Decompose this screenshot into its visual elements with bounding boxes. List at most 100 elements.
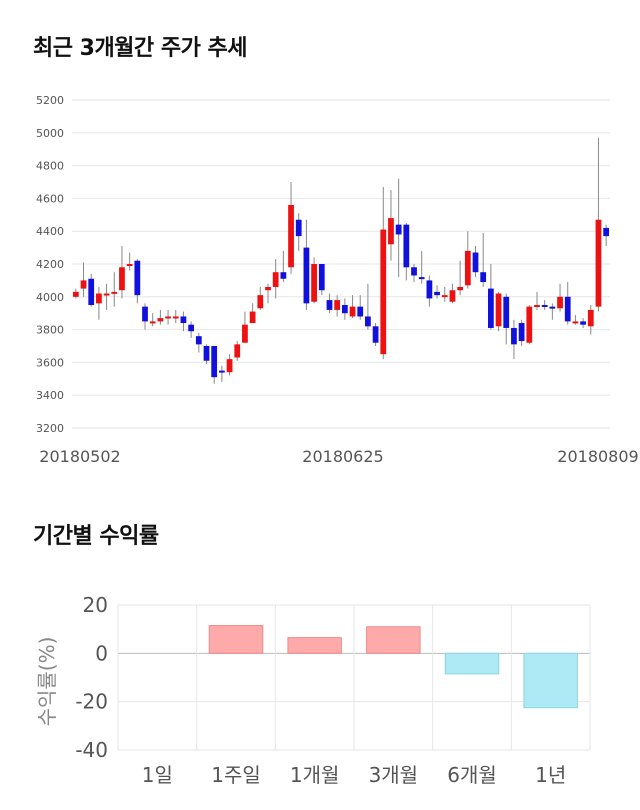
candlestick-chart: 3200 3400 3600 3800 4000 4200 4400 4600 4800 5000… <box>36 94 639 466</box>
returns-x-tick: 1년 <box>535 763 566 787</box>
candle-body <box>149 321 156 324</box>
returns-y-tick: -40 <box>75 738 108 762</box>
price-y-tick: 4200 <box>36 258 64 271</box>
candle-body <box>203 346 210 361</box>
candle-body <box>472 252 479 273</box>
candle-body <box>372 326 379 343</box>
candle-body <box>134 260 141 296</box>
candle-body <box>165 316 171 319</box>
price-y-tick: 4400 <box>36 225 64 238</box>
candle-body <box>487 288 494 328</box>
returns-bar <box>287 637 342 654</box>
returns-x-tick: 1주일 <box>211 763 261 787</box>
candle-body <box>96 293 102 304</box>
candle-body <box>119 267 125 291</box>
returns-x-tick: 6개월 <box>447 763 497 787</box>
returns-y-axis: 20 0 -20 -40 <box>75 593 108 762</box>
candle-body <box>441 295 448 298</box>
candle-body <box>365 316 371 327</box>
candle-body <box>311 264 317 302</box>
candle-body <box>449 290 456 302</box>
returns-x-tick: 1일 <box>142 763 173 787</box>
candle-body <box>188 324 195 332</box>
returns-grid <box>117 604 591 751</box>
candle-body <box>511 327 517 345</box>
returns-x-axis: 1일 1주일 1개월 3개월 6개월 1년 <box>142 763 566 787</box>
candle-body <box>303 247 310 304</box>
returns-bars <box>208 625 578 709</box>
candle-body <box>541 305 548 307</box>
candle-body <box>534 305 540 307</box>
price-y-tick: 4000 <box>36 291 64 304</box>
candle-body <box>495 293 502 327</box>
candle-body <box>380 229 387 355</box>
price-x-tick: 20180809 <box>557 447 638 466</box>
candle-body <box>549 306 556 309</box>
candle-body <box>480 272 487 283</box>
price-y-tick: 5000 <box>36 127 64 140</box>
price-grid <box>72 99 610 429</box>
candle-body <box>242 324 248 343</box>
candle-body <box>526 306 533 343</box>
candle-body <box>111 291 118 294</box>
returns-bar <box>366 626 421 654</box>
price-y-axis: 3200 3400 3600 3800 4000 4200 4400 4600 4800 5000… <box>36 94 64 435</box>
price-x-tick: 20180502 <box>39 447 120 466</box>
candle-body <box>434 291 440 296</box>
candle-body <box>211 346 218 378</box>
returns-x-tick: 3개월 <box>369 763 419 787</box>
candle-body <box>103 293 110 296</box>
candle-body <box>195 336 202 345</box>
returns-y-tick: 0 <box>95 641 108 665</box>
candle-body <box>257 295 264 309</box>
candle-body <box>234 344 241 358</box>
price-y-tick: 3800 <box>36 324 64 337</box>
candle-body <box>580 321 586 325</box>
candle-body <box>180 316 187 324</box>
candle-body <box>411 267 417 276</box>
candle-body <box>295 219 302 237</box>
candle-body <box>418 277 425 280</box>
candle-body <box>226 359 233 373</box>
price-y-tick: 5200 <box>36 94 64 107</box>
candles <box>72 137 610 384</box>
candle-body <box>403 224 410 268</box>
returns-y-tick: -20 <box>75 690 108 714</box>
candle-body <box>280 272 287 279</box>
candle-body <box>349 306 356 317</box>
price-y-tick: 3400 <box>36 389 64 402</box>
candle-body <box>334 300 341 310</box>
candle-body <box>388 218 394 245</box>
candle-body <box>395 224 402 235</box>
price-y-tick: 3600 <box>36 356 64 369</box>
candle-body <box>218 370 225 373</box>
returns-chart-title: 기간별 수익률 <box>33 524 159 549</box>
candle-body <box>572 321 579 324</box>
candle-body <box>272 272 279 287</box>
candle-body <box>457 286 464 291</box>
price-x-tick: 20180625 <box>302 447 383 466</box>
price-y-tick: 3200 <box>36 422 64 435</box>
candle-body <box>80 280 87 289</box>
candle-body <box>142 306 148 322</box>
candle-body <box>172 316 179 319</box>
returns-bar <box>444 652 500 675</box>
returns-bar <box>208 625 264 654</box>
candle-body <box>326 300 333 310</box>
candle-body <box>587 309 594 327</box>
returns-bar <box>523 652 578 709</box>
candle-body <box>157 318 164 322</box>
candle-body <box>341 305 348 314</box>
candle-body <box>426 280 433 299</box>
candle-body <box>88 278 95 305</box>
candle-body <box>595 219 602 307</box>
price-chart-title: 최근 3개월간 주가 추세 <box>33 36 247 61</box>
price-y-tick: 4600 <box>36 192 64 205</box>
candle-body <box>249 311 256 324</box>
candle-body <box>518 323 525 342</box>
candle-body <box>557 296 563 309</box>
candle-body <box>503 296 510 328</box>
candle-body <box>603 227 610 237</box>
price-x-axis: 20180502 20180625 20180809 <box>39 447 638 466</box>
